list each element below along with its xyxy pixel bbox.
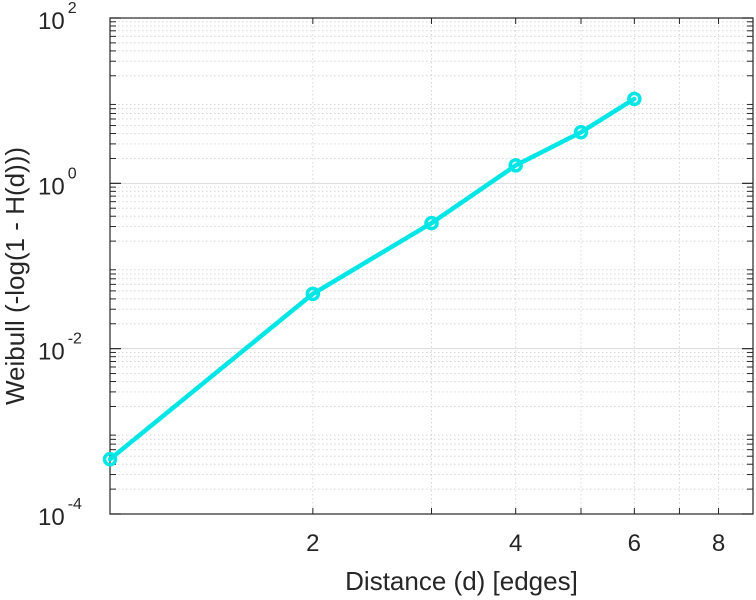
tick-labels: 10 -4 10 -2 10 0 10 2 2 4 6 8: [38, 0, 725, 557]
series-line: [107, 96, 637, 462]
data-point: [573, 124, 589, 140]
data-point: [508, 158, 523, 173]
x-tick-label: 8: [712, 530, 725, 557]
series-layer: [102, 91, 642, 467]
data-point: [102, 451, 118, 467]
x-tick-label: 4: [509, 530, 522, 557]
y-tick-label: 10 0: [38, 165, 77, 200]
y-tick-label: 10 -2: [38, 331, 82, 366]
grid: [110, 18, 753, 514]
data-point: [627, 91, 642, 107]
x-axis-label: Distance (d) [edges]: [345, 566, 578, 596]
x-tick-label: 6: [628, 530, 641, 557]
x-tick-label: 2: [306, 530, 319, 557]
y-axis-label: Weibull (-log(1 - H(d))): [0, 147, 30, 405]
axis-ticks: [110, 17, 753, 515]
y-tick-label: 10 2: [38, 0, 77, 35]
y-tick-label: 10 -4: [38, 496, 82, 531]
data-point: [424, 215, 439, 231]
data-point: [305, 286, 321, 302]
